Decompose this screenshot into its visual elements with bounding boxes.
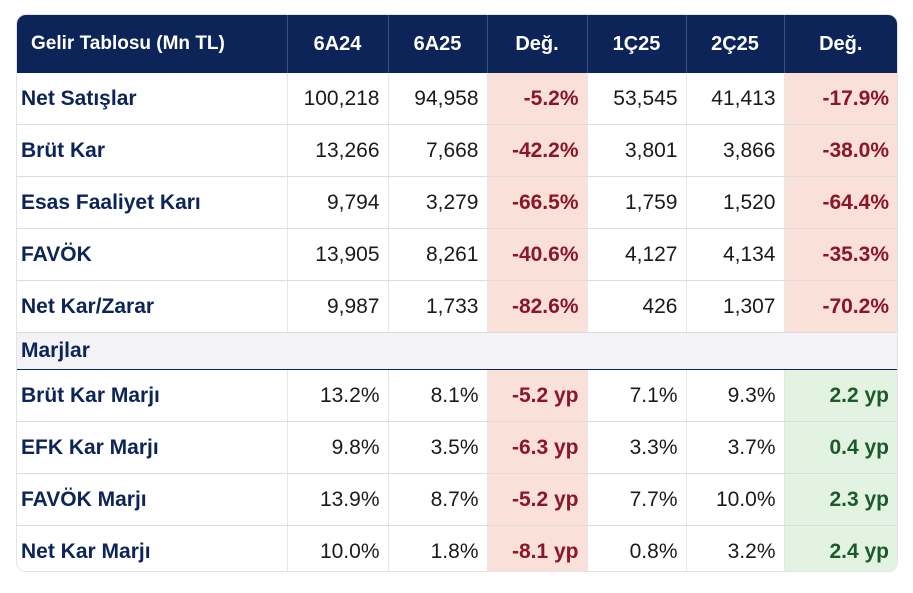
table-row: FAVÖK 13,905 8,261 -40.6% 4,127 4,134 -3… xyxy=(17,228,897,281)
cell-change-half: -82.6% xyxy=(487,280,588,333)
table-row: Net Kar/Zarar 9,987 1,733 -82.6% 426 1,3… xyxy=(17,280,897,333)
table-header: Gelir Tablosu (Mn TL) 6A24 6A25 Değ. 1Ç2… xyxy=(17,15,897,73)
cell-6a25: 94,958 xyxy=(388,73,488,125)
cell-2q25: 4,134 xyxy=(686,228,785,281)
cell-2q25: 9.3% xyxy=(686,369,785,422)
income-statement-table: Gelir Tablosu (Mn TL) 6A24 6A25 Değ. 1Ç2… xyxy=(17,15,897,571)
cell-2q25: 1,307 xyxy=(686,280,785,333)
cell-2q25: 3.7% xyxy=(686,421,785,474)
header-col-2q25: 2Ç25 xyxy=(686,15,785,73)
cell-6a25: 8,261 xyxy=(388,228,488,281)
table-row: Net Satışlar 100,218 94,958 -5.2% 53,545… xyxy=(17,73,897,125)
cell-2q25: 41,413 xyxy=(686,73,785,125)
cell-6a24: 13,905 xyxy=(287,228,389,281)
cell-change-half: -5.2 yp xyxy=(487,369,588,422)
cell-6a24: 10.0% xyxy=(287,525,389,571)
cell-change-quarter: 2.3 yp xyxy=(784,473,897,526)
cell-6a25: 8.1% xyxy=(388,369,488,422)
section-filler xyxy=(388,332,487,370)
cell-6a25: 8.7% xyxy=(388,473,488,526)
header-col-6a25: 6A25 xyxy=(388,15,488,73)
cell-2q25: 10.0% xyxy=(686,473,785,526)
cell-change-half: -40.6% xyxy=(487,228,588,281)
cell-change-quarter: -64.4% xyxy=(784,176,897,229)
cell-1q25: 4,127 xyxy=(587,228,687,281)
header-col-change-quarter: Değ. xyxy=(784,15,897,73)
row-label: Net Satışlar xyxy=(17,73,288,125)
cell-6a24: 13.9% xyxy=(287,473,389,526)
section-filler xyxy=(487,332,587,370)
row-label: Net Kar/Zarar xyxy=(17,280,288,333)
cell-1q25: 7.7% xyxy=(587,473,687,526)
table-row: Brüt Kar Marjı 13.2% 8.1% -5.2 yp 7.1% 9… xyxy=(17,369,897,422)
cell-change-quarter: -38.0% xyxy=(784,124,897,177)
section-filler xyxy=(686,332,784,370)
header-title: Gelir Tablosu (Mn TL) xyxy=(17,15,288,73)
section-filler xyxy=(784,332,897,370)
cell-1q25: 3,801 xyxy=(587,124,687,177)
section-row-margins: Marjlar xyxy=(17,332,897,370)
header-col-change-half: Değ. xyxy=(487,15,588,73)
cell-6a25: 1.8% xyxy=(388,525,488,571)
cell-6a25: 7,668 xyxy=(388,124,488,177)
cell-1q25: 426 xyxy=(587,280,687,333)
cell-1q25: 7.1% xyxy=(587,369,687,422)
row-label: Net Kar Marjı xyxy=(17,525,288,571)
table-row: Esas Faaliyet Karı 9,794 3,279 -66.5% 1,… xyxy=(17,176,897,229)
cell-2q25: 1,520 xyxy=(686,176,785,229)
cell-6a25: 3.5% xyxy=(388,421,488,474)
cell-change-quarter: 2.2 yp xyxy=(784,369,897,422)
header-col-1q25: 1Ç25 xyxy=(587,15,687,73)
table-row: Brüt Kar 13,266 7,668 -42.2% 3,801 3,866… xyxy=(17,124,897,177)
cell-change-half: -5.2 yp xyxy=(487,473,588,526)
row-label: Esas Faaliyet Karı xyxy=(17,176,288,229)
cell-change-quarter: 2.4 yp xyxy=(784,525,897,571)
cell-change-quarter: -70.2% xyxy=(784,280,897,333)
header-col-6a24: 6A24 xyxy=(287,15,389,73)
cell-6a24: 9,794 xyxy=(287,176,389,229)
row-label: FAVÖK Marjı xyxy=(17,473,288,526)
income-statement-card: Gelir Tablosu (Mn TL) 6A24 6A25 Değ. 1Ç2… xyxy=(16,14,898,572)
cell-1q25: 53,545 xyxy=(587,73,687,125)
row-label: Brüt Kar Marjı xyxy=(17,369,288,422)
cell-6a24: 9.8% xyxy=(287,421,389,474)
table-row: Net Kar Marjı 10.0% 1.8% -8.1 yp 0.8% 3.… xyxy=(17,525,897,571)
table-row: FAVÖK Marjı 13.9% 8.7% -5.2 yp 7.7% 10.0… xyxy=(17,473,897,526)
section-filler xyxy=(287,332,388,370)
cell-1q25: 1,759 xyxy=(587,176,687,229)
cell-2q25: 3,866 xyxy=(686,124,785,177)
section-filler xyxy=(587,332,686,370)
row-label: EFK Kar Marjı xyxy=(17,421,288,474)
cell-change-quarter: 0.4 yp xyxy=(784,421,897,474)
cell-6a24: 13,266 xyxy=(287,124,389,177)
cell-6a25: 1,733 xyxy=(388,280,488,333)
cell-2q25: 3.2% xyxy=(686,525,785,571)
cell-6a24: 13.2% xyxy=(287,369,389,422)
cell-change-half: -66.5% xyxy=(487,176,588,229)
cell-change-half: -42.2% xyxy=(487,124,588,177)
cell-1q25: 0.8% xyxy=(587,525,687,571)
section-label: Marjlar xyxy=(17,332,287,370)
header-row: Gelir Tablosu (Mn TL) 6A24 6A25 Değ. 1Ç2… xyxy=(17,15,897,73)
cell-1q25: 3.3% xyxy=(587,421,687,474)
table-row: EFK Kar Marjı 9.8% 3.5% -6.3 yp 3.3% 3.7… xyxy=(17,421,897,474)
cell-change-quarter: -35.3% xyxy=(784,228,897,281)
cell-change-half: -6.3 yp xyxy=(487,421,588,474)
cell-change-quarter: -17.9% xyxy=(784,73,897,125)
cell-change-half: -8.1 yp xyxy=(487,525,588,571)
cell-6a24: 9,987 xyxy=(287,280,389,333)
cell-change-half: -5.2% xyxy=(487,73,588,125)
table-body: Net Satışlar 100,218 94,958 -5.2% 53,545… xyxy=(17,73,897,571)
row-label: Brüt Kar xyxy=(17,124,288,177)
row-label: FAVÖK xyxy=(17,228,288,281)
cell-6a25: 3,279 xyxy=(388,176,488,229)
cell-6a24: 100,218 xyxy=(287,73,389,125)
